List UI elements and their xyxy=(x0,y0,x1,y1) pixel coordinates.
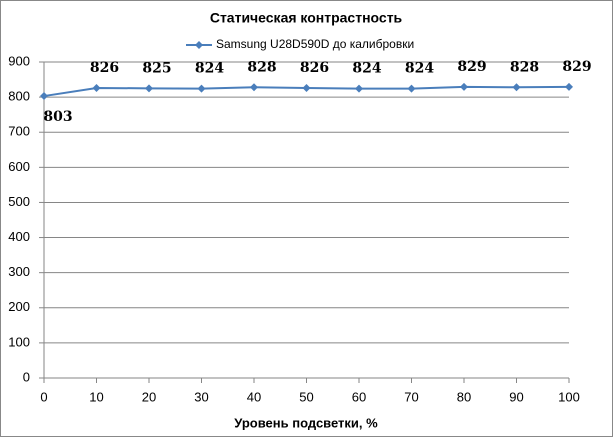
point xyxy=(565,82,573,91)
data-label: 828 xyxy=(247,59,276,75)
x-tick-label: 20 xyxy=(142,389,156,404)
y-tick-label: 300 xyxy=(8,264,30,279)
x-tick-label: 40 xyxy=(247,389,261,404)
point xyxy=(355,84,363,93)
point xyxy=(40,92,48,101)
y-tick-label: 200 xyxy=(8,299,30,314)
y-tick-label: 400 xyxy=(8,229,30,244)
point xyxy=(250,83,258,92)
y-tick-label: 500 xyxy=(8,194,30,209)
y-tick-label: 800 xyxy=(8,89,30,104)
x-axis-label: Уровень подсветки, % xyxy=(234,415,378,430)
data-label: 824 xyxy=(195,61,224,77)
x-tick-label: 60 xyxy=(352,389,366,404)
x-tick-label: 10 xyxy=(89,389,103,404)
data-label: 826 xyxy=(300,60,329,76)
data-label: 829 xyxy=(457,59,486,75)
y-tick-label: 700 xyxy=(8,124,30,139)
y-tick-label: 0 xyxy=(23,369,30,384)
legend-marker xyxy=(195,41,203,49)
data-label: 828 xyxy=(510,59,539,75)
point xyxy=(197,84,206,93)
x-tick-label: 80 xyxy=(457,389,471,404)
x-tick-label: 50 xyxy=(299,389,313,404)
data-label: 829 xyxy=(562,59,591,75)
y-tick-label: 900 xyxy=(8,53,30,68)
data-label: 825 xyxy=(142,60,171,76)
x-tick-label: 70 xyxy=(404,389,418,404)
y-tick-label: 100 xyxy=(8,334,30,349)
legend-label: Samsung U28D590D до калибровки xyxy=(216,37,414,51)
x-tick-label: 100 xyxy=(558,389,580,404)
data-label: 826 xyxy=(90,60,119,76)
point xyxy=(460,82,468,91)
data-label: 803 xyxy=(43,109,72,125)
chart-title: Статическая контрастность xyxy=(210,10,403,26)
point xyxy=(512,83,521,92)
data-label: 824 xyxy=(352,61,381,77)
point xyxy=(407,84,416,93)
y-tick-label: 600 xyxy=(8,159,30,174)
point xyxy=(145,84,153,93)
x-tick-label: 30 xyxy=(194,389,208,404)
point xyxy=(92,83,101,92)
data-label: 824 xyxy=(405,61,434,77)
x-tick-label: 90 xyxy=(509,389,523,404)
x-tick-label: 0 xyxy=(40,389,47,404)
point xyxy=(302,83,311,92)
